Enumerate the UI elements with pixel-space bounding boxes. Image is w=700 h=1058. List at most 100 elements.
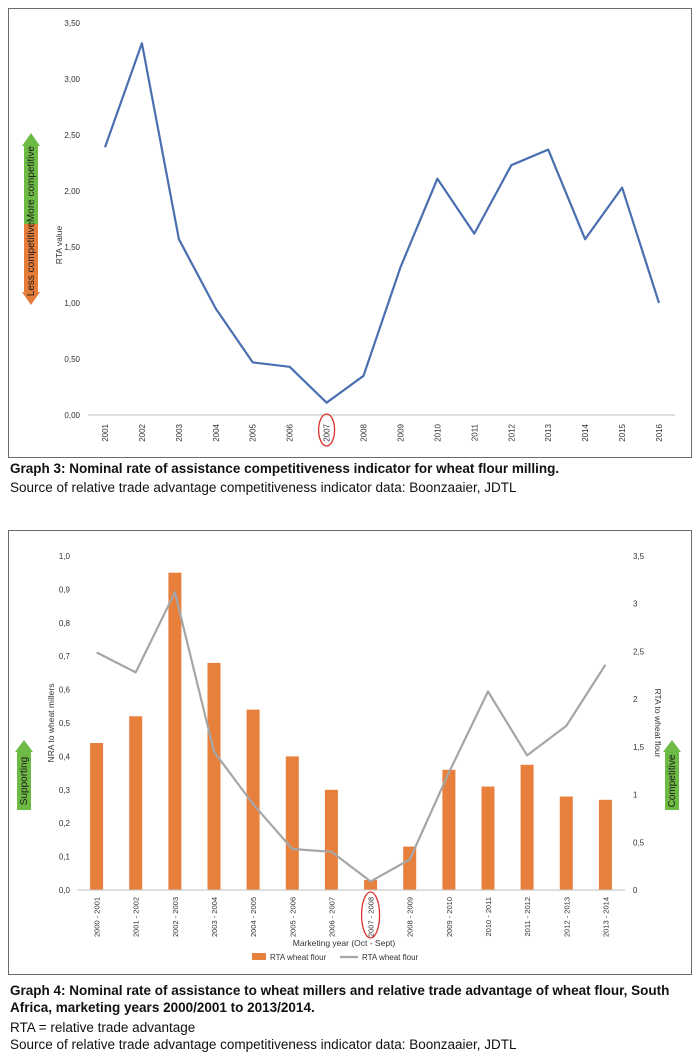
left-y-tick-label: 0,4: [59, 752, 71, 761]
y-tick-label: 3,50: [64, 19, 80, 28]
bar: [520, 764, 534, 891]
bar: [598, 799, 612, 890]
x-tick-label: 2009 - 2010: [445, 897, 454, 937]
bar: [207, 662, 221, 890]
y-tick-label: 0,50: [64, 355, 80, 364]
right-y-axis: 0 0,5 1 1,5 2 2,5 3 3,5: [633, 552, 645, 895]
right-y-tick-label: 3: [633, 600, 638, 609]
bar: [168, 572, 182, 890]
right-y-tick-label: 0: [633, 886, 638, 895]
legend-bar-swatch: [252, 953, 266, 960]
right-y-tick-label: 2,5: [633, 647, 645, 656]
x-tick-label: 2004 - 2005: [249, 897, 258, 937]
x-tick-label: 2010 - 2011: [484, 897, 493, 936]
x-tick-label: 2013: [544, 423, 553, 441]
x-tick-label: 2007: [323, 423, 332, 441]
y-tick-label: 1,00: [64, 299, 80, 308]
x-tick-label: 2002 - 2003: [171, 897, 180, 937]
y-tick-label: 2,00: [64, 187, 80, 196]
x-tick-label: 2012 - 2013: [562, 897, 571, 937]
y-axis: 0,00 0,50 1,00 1,50 2,00 2,50 3,00 3,50: [64, 19, 675, 420]
left-y-tick-label: 0,5: [59, 719, 71, 728]
bar: [324, 789, 338, 890]
more-competitive-label: More competitive: [26, 145, 37, 222]
right-y-tick-label: 3,5: [633, 552, 645, 561]
x-tick-label: 2016: [655, 423, 664, 441]
legend-line-label: RTA wheat flour: [362, 953, 419, 962]
left-y-tick-label: 0,2: [59, 819, 71, 828]
y-tick-label: 1,50: [64, 243, 80, 252]
x-tick-label: 2013 - 2014: [601, 897, 610, 937]
right-y-tick-label: 0,5: [633, 838, 645, 847]
bar: [285, 756, 299, 890]
graph4-source: Source of relative trade advantage compe…: [10, 1037, 517, 1052]
x-tick-label: 2009: [396, 423, 405, 441]
bar: [364, 880, 378, 890]
graph3-caption: Graph 3: Nominal rate of assistance comp…: [10, 461, 560, 476]
x-tick-label: 2010: [433, 423, 442, 441]
right-y-tick-label: 1,5: [633, 743, 645, 752]
bar: [246, 709, 260, 890]
left-y-tick-label: 0,1: [59, 853, 71, 862]
competitive-arrow: Competitive: [663, 740, 681, 810]
right-y-tick-label: 2: [633, 695, 638, 704]
x-tick-label: 2003: [175, 423, 184, 441]
graph3-source: Source of relative trade advantage compe…: [10, 480, 517, 495]
rta-line-series: [96, 591, 607, 883]
left-y-axis-label: NRA to wheat millers: [46, 684, 56, 763]
y-tick-label: 2,50: [64, 131, 80, 140]
x-tick-label: 2011 - 2012: [523, 897, 532, 936]
left-y-tick-label: 0,7: [59, 652, 71, 661]
rta-line: [103, 42, 661, 404]
graph4-chart: 0,0 0,1 0,2 0,3 0,4 0,5 0,6 0,7 0,8 0,9 1,0 0 0,5 1 1…: [15, 552, 681, 962]
x-tick-label: 2006: [286, 423, 295, 441]
up-arrow-body: [24, 146, 38, 224]
left-y-tick-label: 0,8: [59, 619, 71, 628]
x-tick-label: 2001: [101, 423, 110, 441]
graph4-caption: Graph 4: Nominal rate of assistance to w…: [10, 983, 670, 1015]
down-arrow-body: [24, 224, 38, 292]
right-y-axis-label: RTA to wheat flour: [653, 688, 663, 757]
x-tick-label: 2015: [618, 423, 627, 441]
x-tick-label: 2008 - 2009: [406, 897, 415, 937]
bar-series: [90, 572, 612, 891]
x-tick-label: 2007 - 2008: [367, 897, 376, 937]
competitive-arrow-body: [665, 752, 679, 810]
competitive-label: Competitive: [667, 754, 678, 807]
bar: [559, 796, 573, 890]
graph4-frame: [8, 530, 692, 975]
less-competitive-label: Less competitive: [26, 221, 37, 296]
right-y-tick-label: 1: [633, 791, 638, 800]
graph3-frame: [8, 8, 692, 458]
left-y-tick-label: 0,0: [59, 886, 71, 895]
highlight-2007-circle: [317, 413, 336, 447]
graph4-note: RTA = relative trade advantage: [10, 1020, 196, 1035]
y-axis-label: RTA value: [54, 226, 64, 265]
left-y-tick-label: 1,0: [59, 552, 71, 561]
x-axis-label: Marketing year (Oct - Sept): [293, 938, 396, 948]
bar: [481, 786, 495, 890]
x-tick-label: 2005: [249, 423, 258, 441]
x-tick-label: 2014: [581, 423, 590, 441]
down-arrow-head: [22, 292, 40, 305]
x-axis: 2000 - 2001 2001 - 2002 2002 - 2003 2003 - …: [93, 897, 611, 937]
supporting-arrow: Supporting: [15, 740, 33, 810]
x-tick-label: 2005 - 2006: [288, 897, 297, 937]
bar: [129, 716, 143, 890]
x-tick-label: 2011: [470, 423, 479, 441]
x-tick-label: 2000 - 2001: [93, 897, 102, 937]
left-y-tick-label: 0,6: [59, 686, 71, 695]
legend-bar-label: RTA wheat flour: [270, 953, 327, 962]
y-tick-label: 3,00: [64, 75, 80, 84]
supporting-arrow-body: [17, 752, 31, 810]
supporting-label: Supporting: [19, 757, 30, 805]
supporting-arrow-head: [15, 740, 33, 752]
bar: [90, 743, 104, 890]
left-y-axis: 0,0 0,1 0,2 0,3 0,4 0,5 0,6 0,7 0,8 0,9 1,0: [59, 552, 625, 895]
y-tick-label: 0,00: [64, 411, 80, 420]
legend: RTA wheat flour RTA wheat flour: [252, 953, 419, 962]
x-tick-label: 2008: [360, 423, 369, 441]
highlight-2007-2008-circle: [360, 891, 381, 939]
x-tick-label: 2006 - 2007: [327, 897, 336, 937]
x-tick-label: 2012: [507, 423, 516, 441]
